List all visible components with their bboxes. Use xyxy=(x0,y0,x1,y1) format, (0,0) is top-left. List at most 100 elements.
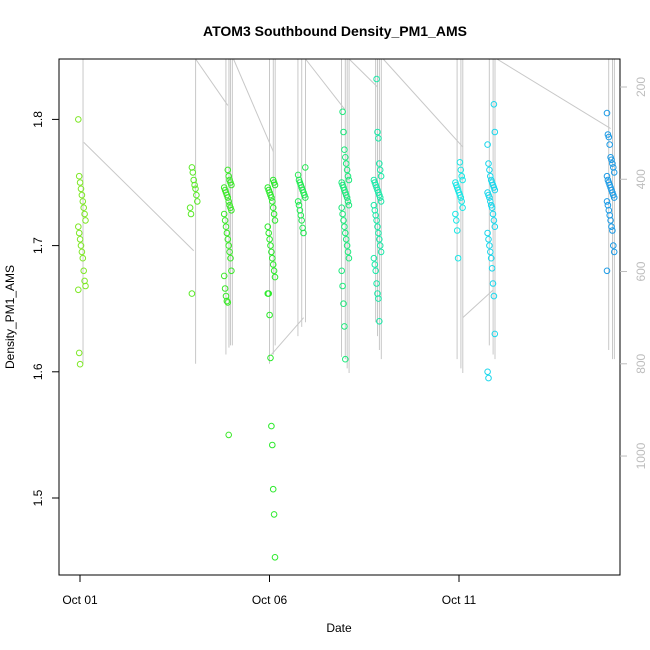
data-point xyxy=(302,164,309,171)
data-point xyxy=(269,204,277,211)
data-point xyxy=(485,160,492,167)
data-point xyxy=(300,229,307,237)
data-point xyxy=(610,169,618,176)
altitude-transit xyxy=(233,58,274,152)
data-point xyxy=(271,217,279,224)
data-point xyxy=(484,141,491,148)
data-point xyxy=(609,160,616,167)
data-point xyxy=(267,242,274,249)
data-point xyxy=(376,318,383,325)
data-point xyxy=(608,156,615,164)
data-point xyxy=(490,292,498,300)
altitude-track-layer xyxy=(82,58,615,374)
data-point xyxy=(294,198,302,205)
data-point xyxy=(610,242,617,249)
data-point xyxy=(78,248,86,256)
right-tick-label: 400 xyxy=(634,169,648,189)
altitude-transit xyxy=(195,58,229,106)
altitude-transit xyxy=(462,289,494,319)
data-point xyxy=(376,242,384,249)
data-point xyxy=(377,198,385,205)
x-tick-label: Oct 06 xyxy=(252,593,288,607)
data-point xyxy=(75,116,82,123)
data-point xyxy=(342,154,349,161)
data-point xyxy=(458,172,466,180)
data-point xyxy=(603,267,611,275)
data-point xyxy=(339,108,346,116)
data-point xyxy=(264,223,272,230)
data-point xyxy=(224,236,232,243)
right-tick-label: 800 xyxy=(634,353,648,373)
data-point xyxy=(221,285,229,292)
data-point xyxy=(268,248,275,256)
data-point xyxy=(374,223,381,230)
data-point xyxy=(610,194,618,201)
data-point xyxy=(457,166,465,174)
data-point xyxy=(376,166,384,174)
data-point xyxy=(191,181,198,189)
data-point xyxy=(268,422,275,430)
data-point xyxy=(341,223,348,230)
data-point xyxy=(488,204,496,211)
data-point xyxy=(488,265,496,272)
data-point xyxy=(486,242,493,249)
x-tick-label: Oct 01 xyxy=(62,593,98,607)
data-point xyxy=(485,236,492,243)
data-point xyxy=(603,198,611,205)
data-point xyxy=(226,248,233,256)
data-point xyxy=(81,210,88,218)
data-point xyxy=(341,146,348,153)
data-point xyxy=(487,248,494,256)
data-point xyxy=(267,354,274,362)
data-point xyxy=(375,135,382,142)
data-point xyxy=(189,169,197,176)
data-point xyxy=(340,217,347,224)
data-point xyxy=(269,261,277,268)
data-point xyxy=(228,181,235,189)
data-point xyxy=(454,254,462,262)
data-point xyxy=(79,254,87,262)
data-point xyxy=(376,160,383,167)
data-point xyxy=(373,75,380,83)
data-point xyxy=(603,172,611,180)
data-point xyxy=(375,229,382,237)
data-point xyxy=(266,311,273,319)
data-point xyxy=(340,300,347,308)
data-point xyxy=(339,210,346,218)
data-point xyxy=(270,210,278,218)
data-point xyxy=(76,236,84,243)
right-axis: 200 400 600 800 1000 xyxy=(620,77,648,469)
data-point xyxy=(225,172,232,180)
data-point xyxy=(377,172,385,180)
data-point xyxy=(376,194,384,201)
data-point xyxy=(75,286,82,294)
data-point xyxy=(605,133,613,141)
data-point xyxy=(194,198,201,205)
data-point xyxy=(373,217,380,224)
data-point xyxy=(75,229,83,237)
data-point xyxy=(271,181,279,189)
data-point xyxy=(342,229,349,237)
right-tick-label: 200 xyxy=(634,77,648,97)
data-point xyxy=(223,297,231,305)
data-point xyxy=(343,166,351,174)
data-point xyxy=(491,128,499,136)
right-tick-label: 600 xyxy=(634,261,648,281)
data-point xyxy=(224,299,232,306)
data-point xyxy=(373,280,380,287)
data-point xyxy=(603,109,611,117)
data-point xyxy=(225,242,232,249)
x-axis-label: Date xyxy=(326,621,352,635)
data-point xyxy=(269,441,276,449)
data-point xyxy=(377,248,385,256)
plot-frame xyxy=(58,58,621,576)
y-tick-label: 1.6 xyxy=(31,363,45,380)
data-point xyxy=(227,254,234,262)
data-point xyxy=(265,229,273,237)
data-point xyxy=(609,227,616,234)
data-point xyxy=(338,267,346,275)
data-point xyxy=(371,261,379,268)
data-point xyxy=(491,223,499,230)
data-point xyxy=(453,227,461,234)
